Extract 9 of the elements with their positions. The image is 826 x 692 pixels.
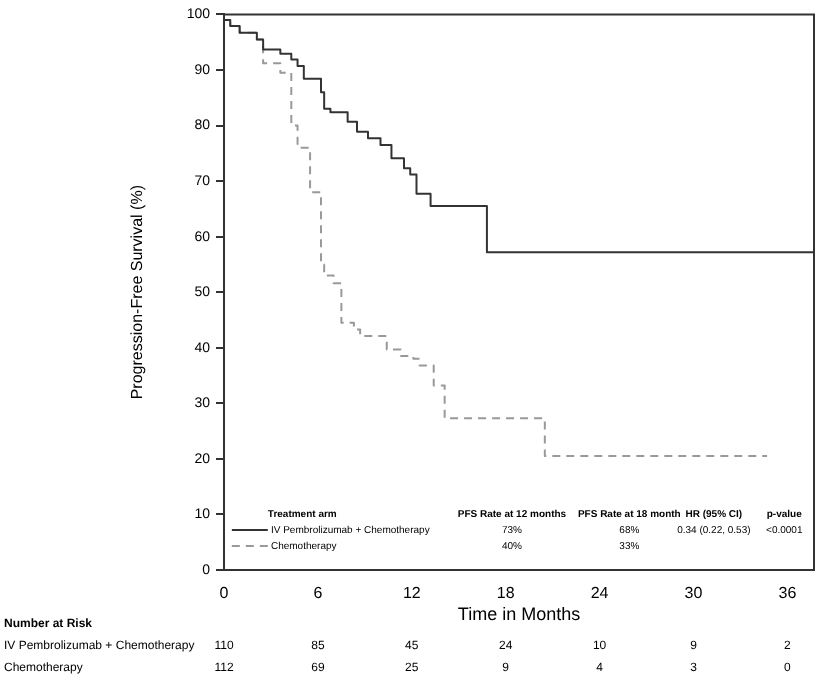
x-tick-label: 6: [313, 584, 324, 603]
y-axis-title: Progression-Free Survival (%): [128, 184, 147, 400]
x-tick-label: 18: [496, 584, 516, 603]
x-tick-label: 30: [684, 584, 704, 603]
x-tick-label: 12: [402, 584, 422, 603]
x-tick-label: 0: [219, 584, 230, 603]
x-axis-title: Time in Months: [457, 604, 582, 625]
x-tick-label: 36: [778, 584, 798, 603]
x-tick-label: 24: [590, 584, 610, 603]
